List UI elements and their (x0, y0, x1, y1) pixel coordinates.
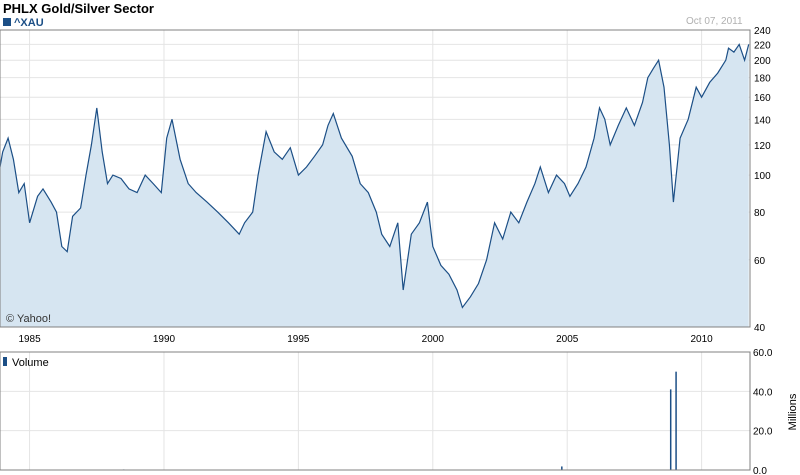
legend-label-volume: Volume (12, 357, 49, 369)
x-tick-label: 2000 (422, 334, 445, 345)
watermark: © Yahoo! (6, 313, 51, 325)
price-y-tick-label: 80 (754, 208, 766, 219)
volume-grid (0, 351, 750, 471)
chart-title: PHLX Gold/Silver Sector (3, 1, 154, 16)
x-tick-label: 1990 (153, 334, 176, 345)
x-tick-label: 2010 (690, 334, 713, 345)
x-tick-label: 2005 (556, 334, 579, 345)
volume-bar (561, 466, 563, 470)
volume-y-tick-label: 60.0 (753, 348, 773, 359)
volume-y-ticks: 0.0 20.0 40.0 60.0 (753, 348, 773, 475)
price-line (0, 43, 750, 309)
x-tick-label: 1995 (287, 334, 310, 345)
volume-y-tick-label: 40.0 (753, 387, 773, 398)
legend-swatch-price (3, 18, 11, 26)
price-y-tick-label: 200 (754, 56, 771, 67)
date-label: Oct 07, 2011 (686, 16, 743, 27)
price-area (0, 44, 749, 328)
price-y-tick-label: 180 (754, 74, 771, 85)
price-y-tick-label: 120 (754, 141, 771, 152)
price-y-tick-label: 220 (754, 40, 771, 51)
x-tick-label: 1985 (18, 334, 41, 345)
volume-y-tick-label: 0.0 (753, 466, 767, 475)
x-axis-ticks: 1985 1990 1995 2000 2005 2010 (18, 334, 713, 345)
legend-swatch-volume (3, 357, 7, 366)
volume-bar (669, 389, 672, 470)
price-frame (0, 29, 751, 328)
volume-y-tick-label: 20.0 (753, 427, 773, 438)
price-y-tick-label: 160 (754, 93, 771, 104)
legend-label-price: ^XAU (14, 17, 44, 29)
volume-frame (0, 351, 751, 471)
price-y-tick-label: 100 (754, 171, 771, 182)
price-y-tick-label: 240 (754, 26, 771, 37)
volume-bars (122, 371, 677, 470)
price-y-tick-label: 140 (754, 115, 771, 126)
volume-y-axis-label: Millions (787, 393, 799, 430)
price-y-tick-label: 40 (754, 323, 766, 334)
price-y-tick-label: 60 (754, 256, 766, 267)
volume-bar (675, 371, 677, 470)
price-y-ticks: 40 60 80 100 120 140 160 180 200 220 240 (754, 26, 771, 334)
